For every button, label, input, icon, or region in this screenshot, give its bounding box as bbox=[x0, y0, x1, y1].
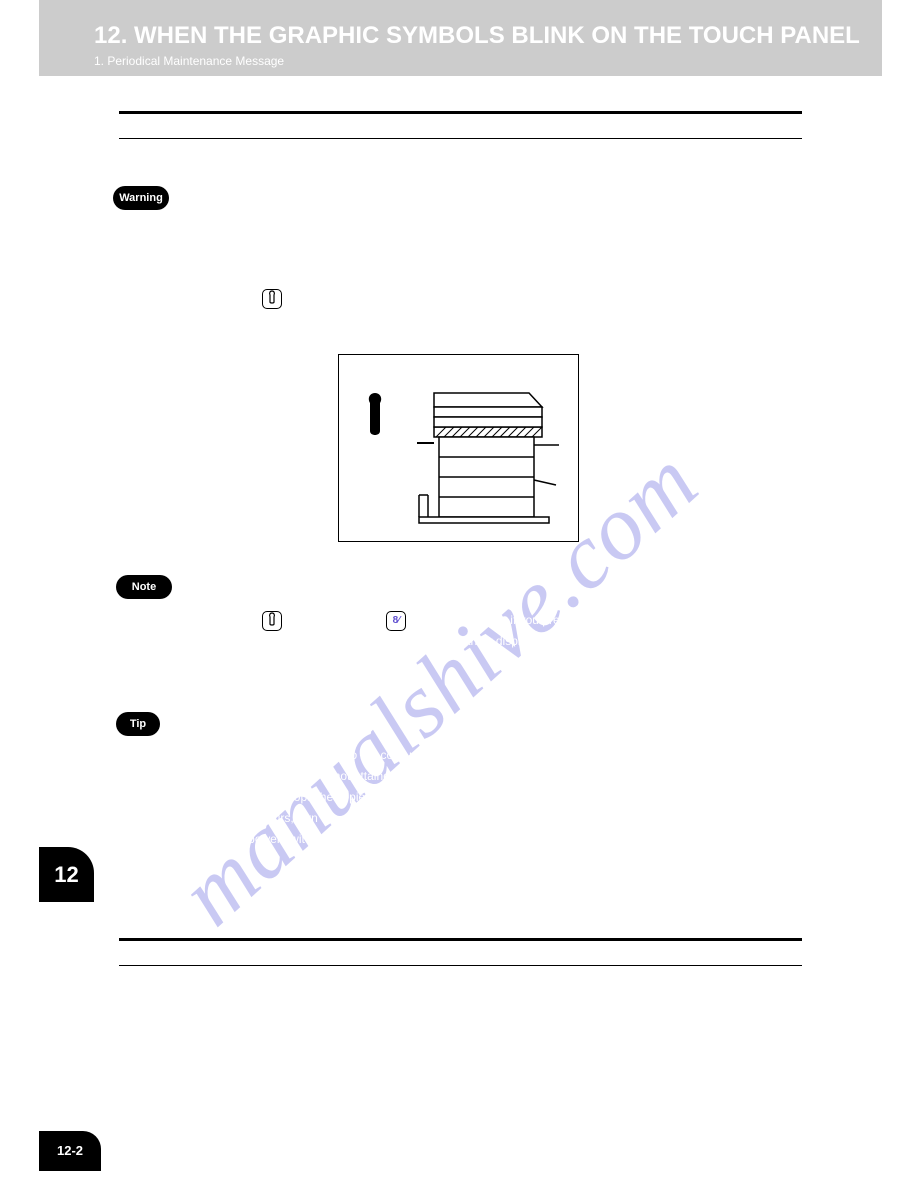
wrench-icon bbox=[262, 289, 282, 309]
header-band: 12. WHEN THE GRAPHIC SYMBOLS BLINK ON TH… bbox=[39, 0, 882, 76]
warning-text-2: Always contact your Service representati… bbox=[178, 232, 794, 253]
header-subtitle: 1. Periodical Maintenance Message bbox=[94, 54, 284, 68]
jam-icon: 8⁄ bbox=[386, 611, 406, 631]
warning-text-1: Never attempt to repair, disassemble or … bbox=[178, 186, 794, 228]
chapter-tab: 12 bbox=[39, 847, 94, 902]
copier-diagram bbox=[338, 354, 579, 542]
note-text: When the CALL SERVICE or CLEAR PAPER 8⁄ … bbox=[119, 610, 802, 673]
rule-thin-2 bbox=[119, 965, 802, 966]
rule-thick-2 bbox=[119, 938, 802, 941]
call-service-text-part: When the CALL SERVICE bbox=[119, 291, 262, 305]
call-service-paragraph: When the CALL SERVICE symbol blinks, out… bbox=[119, 288, 802, 330]
warning-pill: Warning bbox=[113, 186, 169, 210]
footer-text: WHEN THE GRAPHIC SYMBOLS BLINK ON THE TO… bbox=[117, 1140, 444, 1152]
section-heading-maintenance: Periodical Maintenance Message bbox=[128, 944, 349, 961]
wrench-icon bbox=[262, 611, 282, 631]
tip-pill: Tip bbox=[116, 712, 160, 736]
section-heading-call-service: Call Service Symbol bbox=[128, 117, 262, 134]
tip-text: Since heaters are used to fix toner imag… bbox=[119, 745, 802, 850]
header-title: 12. WHEN THE GRAPHIC SYMBOLS BLINK ON TH… bbox=[94, 22, 860, 50]
note-pill: Note bbox=[116, 575, 172, 599]
page-number: 12-2 bbox=[39, 1131, 101, 1171]
maintenance-paragraph: When the message "Periodic maintenance" … bbox=[119, 985, 802, 1027]
rule-thick-1 bbox=[119, 111, 802, 114]
rule-thin-1 bbox=[119, 138, 802, 139]
